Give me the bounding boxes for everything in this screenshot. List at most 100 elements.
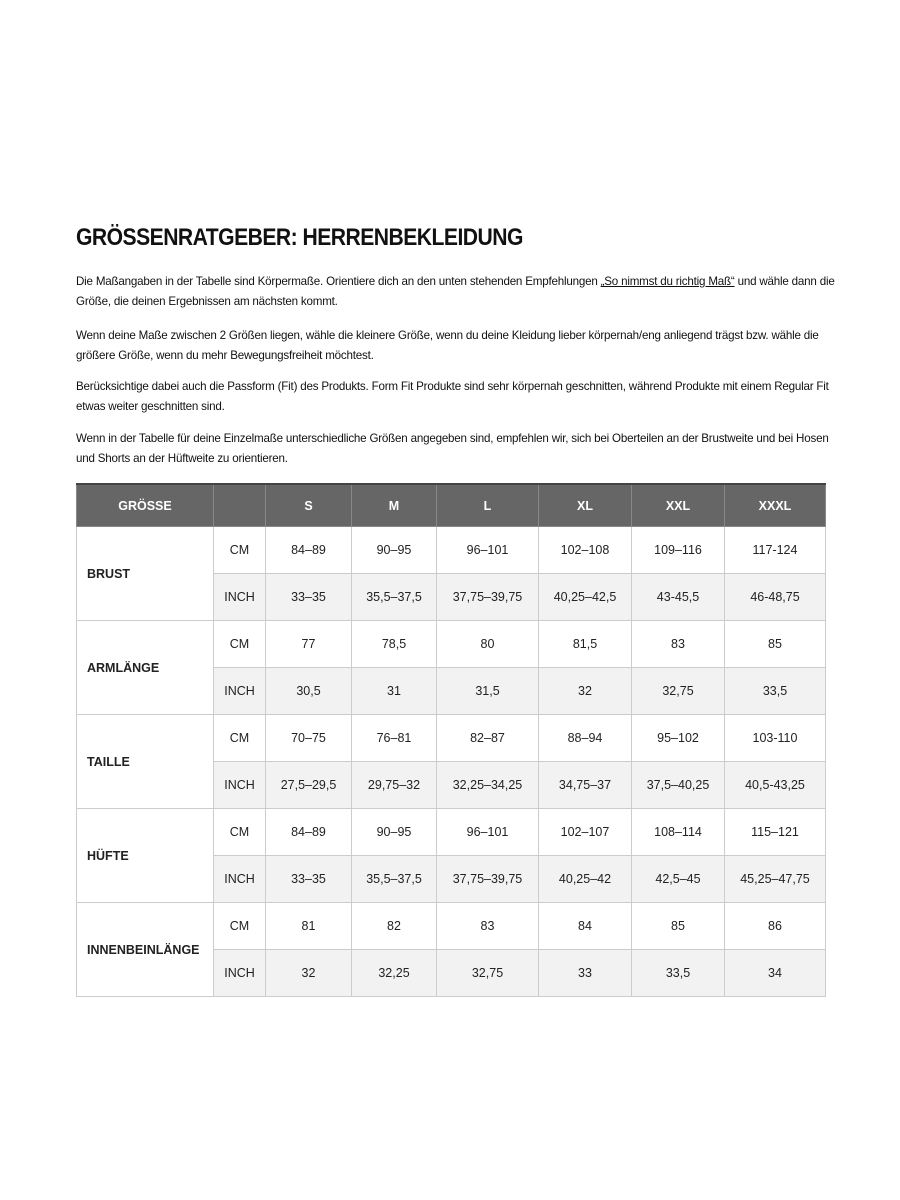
table-cell: 40,25–42 — [538, 855, 632, 903]
intro-paragraph: Die Maßangaben in der Tabelle sind Körpe… — [76, 272, 846, 312]
table-cell: 80 — [436, 620, 539, 668]
unit-label-cm: CM — [213, 714, 266, 762]
table-cell: 82 — [351, 902, 437, 950]
header-size-xl: XL — [538, 483, 632, 527]
unit-label-cm: CM — [213, 808, 266, 856]
table-cell: 78,5 — [351, 620, 437, 668]
table-row-brust-cm: BRUST CM 84–89 90–95 96–101 102–108 109–116 117… — [76, 526, 826, 621]
table-cell: 33,5 — [724, 667, 826, 715]
size-chart-table: GRÖSSE S M L XL XXL XXXL BRUST CM 84–89 90–95 96–… — [76, 483, 826, 997]
table-cell: 46-48,75 — [724, 573, 826, 621]
page-title: GRÖSSENRATGEBER: HERRENBEKLEIDUNG — [76, 224, 523, 251]
measure-label: HÜFTE — [76, 808, 214, 903]
table-cell: 102–107 — [538, 808, 632, 856]
table-cell: 90–95 — [351, 808, 437, 856]
table-row-innenbeinlänge-inch: INCH 32 32,25 32,75 33 33,5 34 — [77, 949, 826, 997]
table-cell: 32 — [538, 667, 632, 715]
table-cell: 84–89 — [265, 808, 352, 856]
table-cell: 27,5–29,5 — [265, 761, 352, 809]
table-row-innenbeinlänge-cm: INNENBEINLÄNGE CM 81 82 83 84 85 86 — [76, 902, 826, 997]
table-cell: 35,5–37,5 — [351, 573, 437, 621]
intro-text-end: und wähle dann die Größe, die deinen Erg… — [76, 275, 835, 308]
table-cell: 33–35 — [265, 855, 352, 903]
different-sizes-paragraph: Wenn in der Tabelle für deine Einzelmaße… — [76, 432, 829, 465]
table-cell: 77 — [265, 620, 352, 668]
table-cell: 31,5 — [436, 667, 539, 715]
table-cell: 33 — [538, 949, 632, 997]
table-row-armlänge-cm: ARMLÄNGE CM 77 78,5 80 81,5 83 85 — [76, 620, 826, 715]
table-cell: 33,5 — [631, 949, 725, 997]
table-cell: 109–116 — [631, 526, 725, 574]
table-cell: 40,5-43,25 — [724, 761, 826, 809]
measure-label: BRUST — [76, 526, 214, 621]
table-cell: 32,25–34,25 — [436, 761, 539, 809]
table-row-taille-inch: INCH 27,5–29,5 29,75–32 32,25–34,25 34,75–37… — [77, 761, 826, 809]
table-cell: 40,25–42,5 — [538, 573, 632, 621]
unit-label-cm: CM — [213, 526, 266, 574]
table-cell: 103-110 — [724, 714, 826, 762]
table-cell: 31 — [351, 667, 437, 715]
table-cell: 70–75 — [265, 714, 352, 762]
table-cell: 108–114 — [631, 808, 725, 856]
table-cell: 95–102 — [631, 714, 725, 762]
table-cell: 37,75–39,75 — [436, 855, 539, 903]
table-cell: 33–35 — [265, 573, 352, 621]
table-cell: 115–121 — [724, 808, 826, 856]
table-cell: 85 — [724, 620, 826, 668]
table-cell: 35,5–37,5 — [351, 855, 437, 903]
table-cell: 83 — [436, 902, 539, 950]
table-cell: 117-124 — [724, 526, 826, 574]
table-row-taille-cm: TAILLE CM 70–75 76–81 82–87 88–94 95–102 103-11… — [76, 714, 826, 809]
table-cell: 32,25 — [351, 949, 437, 997]
header-size-xxxl: XXXL — [724, 483, 826, 527]
unit-label-inch: INCH — [213, 573, 266, 621]
unit-label-inch: INCH — [213, 761, 266, 809]
fit-paragraph: Berücksichtige dabei auch die Passform (… — [76, 380, 829, 413]
table-cell: 83 — [631, 620, 725, 668]
table-cell: 42,5–45 — [631, 855, 725, 903]
unit-label-cm: CM — [213, 620, 266, 668]
table-row-hüfte-inch: INCH 33–35 35,5–37,5 37,75–39,75 40,25–42 42,… — [77, 855, 826, 903]
how-to-measure-link[interactable]: „So nimmst du richtig Maß“ — [600, 275, 735, 288]
table-cell: 85 — [631, 902, 725, 950]
header-size-m: M — [351, 483, 437, 527]
table-cell: 90–95 — [351, 526, 437, 574]
header-size-xxl: XXL — [631, 483, 725, 527]
header-size-label: GRÖSSE — [76, 483, 214, 527]
unit-label-inch: INCH — [213, 855, 266, 903]
measure-label: ARMLÄNGE — [76, 620, 214, 715]
table-cell: 81 — [265, 902, 352, 950]
table-cell: 43-45,5 — [631, 573, 725, 621]
header-size-s: S — [265, 483, 352, 527]
table-cell: 86 — [724, 902, 826, 950]
table-row-armlänge-inch: INCH 30,5 31 31,5 32 32,75 33,5 — [77, 667, 826, 715]
table-cell: 30,5 — [265, 667, 352, 715]
table-cell: 81,5 — [538, 620, 632, 668]
intro-text: Die Maßangaben in der Tabelle sind Körpe… — [76, 275, 601, 288]
unit-label-inch: INCH — [213, 667, 266, 715]
header-unit — [213, 483, 266, 527]
table-row-brust-inch: INCH 33–35 35,5–37,5 37,75–39,75 40,25–42,5 4… — [77, 573, 826, 621]
table-cell: 102–108 — [538, 526, 632, 574]
table-cell: 34 — [724, 949, 826, 997]
table-cell: 32 — [265, 949, 352, 997]
table-cell: 29,75–32 — [351, 761, 437, 809]
table-cell: 45,25–47,75 — [724, 855, 826, 903]
table-cell: 37,5–40,25 — [631, 761, 725, 809]
table-cell: 76–81 — [351, 714, 437, 762]
table-header-row: GRÖSSE S M L XL XXL XXXL — [76, 483, 826, 527]
table-cell: 96–101 — [436, 808, 539, 856]
table-cell: 32,75 — [436, 949, 539, 997]
table-cell: 32,75 — [631, 667, 725, 715]
table-cell: 34,75–37 — [538, 761, 632, 809]
table-cell: 37,75–39,75 — [436, 573, 539, 621]
table-cell: 82–87 — [436, 714, 539, 762]
table-cell: 96–101 — [436, 526, 539, 574]
unit-label-inch: INCH — [213, 949, 266, 997]
table-cell: 84 — [538, 902, 632, 950]
measure-label: TAILLE — [76, 714, 214, 809]
between-sizes-paragraph: Wenn deine Maße zwischen 2 Größen liegen… — [76, 329, 819, 362]
table-cell: 88–94 — [538, 714, 632, 762]
table-row-hüfte-cm: HÜFTE CM 84–89 90–95 96–101 102–107 108–114 115… — [76, 808, 826, 903]
measure-label: INNENBEINLÄNGE — [76, 902, 214, 997]
